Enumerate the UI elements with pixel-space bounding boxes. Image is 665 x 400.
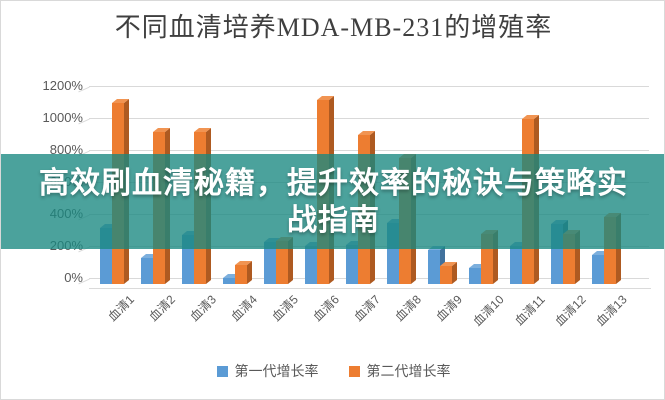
bar-第一代增长率-血清13 xyxy=(592,251,609,284)
legend-swatch-series1-icon xyxy=(216,365,228,377)
legend-item-series1: 第一代增长率 xyxy=(216,361,319,381)
bar-front-face xyxy=(440,266,452,284)
bar-front-face xyxy=(510,245,522,284)
bar-front-face xyxy=(264,242,276,284)
bar-第二代增长率-血清5 xyxy=(276,236,293,284)
bar-front-face xyxy=(469,268,481,284)
floor-front-edge xyxy=(89,288,651,289)
y-tick-label: 1200% xyxy=(42,78,83,93)
gridline xyxy=(89,86,649,87)
x-tick-label: 血清11 xyxy=(511,292,548,329)
bar-front-face xyxy=(346,244,358,284)
y-tick-label: 800% xyxy=(49,142,83,157)
x-tick-label: 血清2 xyxy=(146,292,179,325)
gridline xyxy=(89,118,649,119)
x-tick-label: 血清9 xyxy=(433,292,466,325)
overlay-banner: 高效刷血清秘籍，提升效率的秘诀与策略实 战指南 xyxy=(1,154,664,249)
bar-第一代增长率-血清5 xyxy=(264,238,281,284)
bar-第二代增长率-血清4 xyxy=(235,260,252,284)
x-tick-label: 血清4 xyxy=(228,292,261,325)
x-tick-label: 血清3 xyxy=(187,292,220,325)
bar-第一代增长率-血清7 xyxy=(346,240,363,284)
legend-label-series1: 第一代增长率 xyxy=(234,363,319,379)
x-tick-label: 血清13 xyxy=(592,292,630,329)
banner-text-line2: 战指南 xyxy=(287,203,380,237)
legend: 第一代增长率 第二代增长率 xyxy=(1,359,664,383)
legend-item-series2: 第二代增长率 xyxy=(348,361,451,381)
bar-front-face xyxy=(141,257,153,284)
bar-第一代增长率-血清4 xyxy=(223,273,240,284)
legend-swatch-series2-icon xyxy=(348,365,360,377)
x-tick-label: 血清6 xyxy=(310,292,343,325)
bar-第二代增长率-血清9 xyxy=(440,262,457,284)
legend-label-series2: 第二代增长率 xyxy=(366,363,451,379)
bar-front-face xyxy=(235,264,247,284)
bar-side-face xyxy=(452,262,457,284)
bar-front-face xyxy=(592,255,604,284)
banner-text-line1: 高效刷血清秘籍，提升效率的秘诀与策略实 xyxy=(39,166,628,200)
bar-第一代增长率-血清9 xyxy=(428,246,445,284)
y-tick-label: 0% xyxy=(64,270,83,285)
bar-front-face xyxy=(223,277,235,284)
bar-第一代增长率-血清2 xyxy=(141,253,158,284)
x-tick-label: 血清12 xyxy=(551,292,589,329)
chart-title: 不同血清培养MDA-MB-231的增殖率 xyxy=(114,13,553,42)
bar-front-face xyxy=(276,240,288,284)
x-tick-label: 血清1 xyxy=(105,292,138,325)
x-tick-label: 血清10 xyxy=(469,292,507,329)
bar-第一代增长率-血清6 xyxy=(305,241,322,284)
y-tick-label: 1000% xyxy=(42,110,83,125)
bar-front-face xyxy=(428,250,440,284)
x-tick-label: 血清5 xyxy=(269,292,302,325)
bar-第一代增长率-血清10 xyxy=(469,263,486,284)
x-tick-label: 血清7 xyxy=(351,292,384,325)
x-tick-label: 血清8 xyxy=(392,292,425,325)
bar-第一代增长率-血清11 xyxy=(510,241,527,284)
bar-front-face xyxy=(305,245,317,284)
